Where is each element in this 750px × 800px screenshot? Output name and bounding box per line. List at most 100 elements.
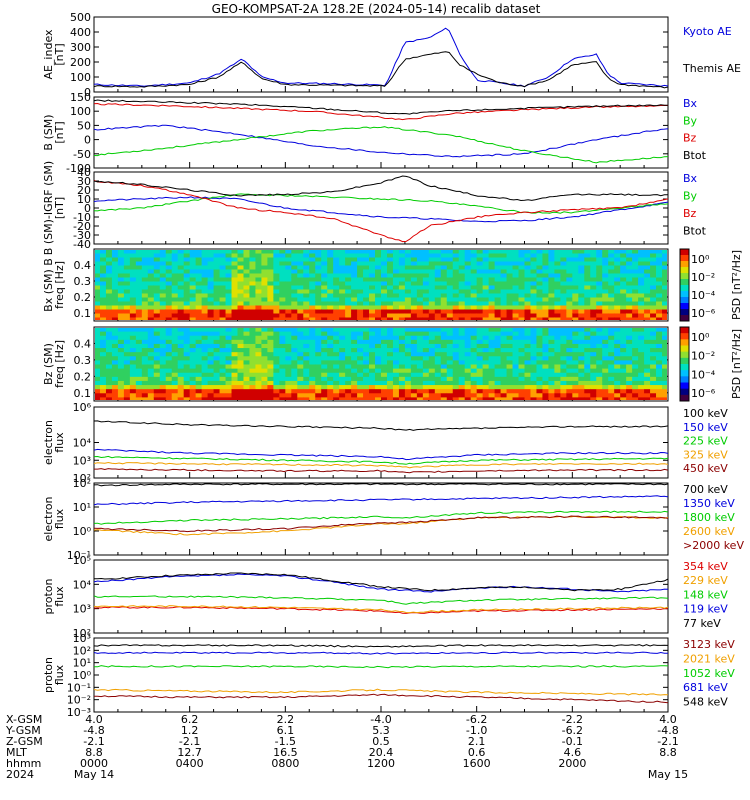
spectrogram-cell bbox=[656, 261, 663, 266]
spectrogram-cell bbox=[554, 273, 561, 278]
spectrogram-cell bbox=[536, 289, 543, 294]
spectrogram-cell bbox=[428, 285, 436, 290]
spectrogram-cell bbox=[458, 396, 466, 400]
spectrogram-cell bbox=[231, 289, 238, 294]
spectrogram-cell bbox=[381, 269, 388, 274]
spectrogram-cell bbox=[566, 347, 573, 353]
spectrogram-cell bbox=[524, 257, 531, 262]
spectrogram-cell bbox=[321, 261, 328, 266]
spectrogram-cell bbox=[111, 301, 119, 306]
spectrogram-cell bbox=[381, 380, 388, 386]
spectrogram-cell bbox=[243, 396, 250, 400]
spectrogram-cell bbox=[369, 250, 376, 254]
spectrogram-cell bbox=[141, 293, 149, 298]
spectrogram-cell bbox=[183, 305, 191, 310]
spectrogram-cell bbox=[111, 309, 119, 314]
spectrogram-cell bbox=[255, 281, 262, 286]
spectrogram-cell bbox=[123, 297, 131, 302]
spectrogram-cell bbox=[141, 328, 149, 332]
spectrogram-cell bbox=[195, 347, 203, 353]
spectrogram-cell bbox=[404, 328, 412, 332]
spectrogram-cell bbox=[99, 305, 107, 310]
spectrogram-cell bbox=[279, 257, 286, 262]
spectrogram-cell bbox=[297, 372, 304, 377]
spectrogram-cell bbox=[345, 250, 352, 254]
spectrogram-cell bbox=[614, 339, 621, 344]
spectrogram-cell bbox=[207, 339, 215, 344]
spectrogram-cell bbox=[488, 250, 496, 254]
spectrogram-cell bbox=[506, 351, 514, 357]
spectrogram-cell bbox=[512, 368, 520, 373]
spectrogram-cell bbox=[584, 273, 591, 278]
spectrogram-cell bbox=[375, 335, 382, 340]
spectrogram-cell bbox=[141, 372, 149, 377]
spectrogram-cell bbox=[482, 384, 490, 390]
spectrogram-cell bbox=[225, 372, 233, 377]
spectrogram-cell bbox=[339, 277, 346, 282]
spectrogram-cell bbox=[482, 253, 490, 258]
spectrogram-cell bbox=[434, 355, 442, 361]
spectrogram-cell bbox=[309, 388, 316, 394]
spectrogram-cell bbox=[626, 335, 633, 340]
spectrogram-cell bbox=[584, 335, 591, 340]
spectrogram-cell bbox=[428, 376, 436, 381]
spectrogram-cell bbox=[159, 269, 167, 274]
spectrogram-cell bbox=[237, 289, 244, 294]
spectrogram-cell bbox=[488, 313, 496, 318]
spectrogram-cell bbox=[351, 372, 358, 377]
spectrogram-cell bbox=[584, 368, 591, 373]
spectrogram-cell bbox=[231, 388, 238, 394]
y-tick-label: 10² bbox=[73, 627, 91, 640]
spectrogram-cell bbox=[321, 301, 328, 306]
spectrogram-cell bbox=[404, 273, 412, 278]
spectrogram-cell bbox=[452, 313, 460, 318]
spectrogram-cell bbox=[632, 265, 639, 270]
spectrogram-cell bbox=[422, 273, 430, 278]
spectrogram-cell bbox=[195, 343, 203, 349]
spectrogram-cell bbox=[536, 339, 543, 344]
spectrogram-cell bbox=[213, 396, 221, 400]
spectrogram-cell bbox=[524, 347, 531, 353]
spectrogram-cell bbox=[500, 313, 508, 318]
spectrogram-cell bbox=[237, 339, 244, 344]
spectrogram-cell bbox=[261, 328, 268, 332]
spectrogram-cell bbox=[327, 396, 334, 400]
spectrogram-cell bbox=[650, 277, 657, 282]
spectrogram-cell bbox=[536, 388, 543, 394]
spectrogram-cell bbox=[309, 309, 316, 314]
spectrogram-cell bbox=[165, 396, 173, 400]
spectrogram-cell bbox=[219, 396, 227, 400]
footer-value: 5.3 bbox=[372, 724, 390, 737]
spectrogram-cell bbox=[171, 351, 179, 357]
spectrogram-cell bbox=[105, 392, 113, 398]
spectrogram-cell bbox=[626, 265, 633, 270]
spectrogram-cell bbox=[303, 305, 310, 310]
spectrogram-cell bbox=[392, 351, 400, 357]
spectrogram-cell bbox=[351, 359, 358, 365]
spectrogram-cell bbox=[476, 328, 484, 332]
spectrogram-cell bbox=[129, 396, 137, 400]
spectrogram-cell bbox=[171, 301, 179, 306]
spectrogram-cell bbox=[249, 250, 256, 254]
spectrogram-cell bbox=[542, 343, 549, 349]
spectrogram-cell bbox=[398, 293, 406, 298]
spectrogram-cell bbox=[536, 364, 543, 369]
spectrogram-cell bbox=[111, 368, 119, 373]
spectrogram-cell bbox=[464, 317, 472, 320]
spectrogram-cell bbox=[404, 281, 412, 286]
spectrogram-cell bbox=[369, 339, 376, 344]
spectrogram-cell bbox=[267, 368, 274, 373]
spectrogram-cell bbox=[105, 343, 113, 349]
spectrogram-cell bbox=[381, 297, 388, 302]
spectrogram-cell bbox=[249, 305, 256, 310]
spectrogram-cell bbox=[147, 265, 155, 270]
spectrogram-cell bbox=[536, 305, 543, 310]
footer-value: 2.2 bbox=[277, 713, 295, 726]
spectrogram-cell bbox=[548, 257, 555, 262]
spectrogram-cell bbox=[369, 305, 376, 310]
spectrogram-cell bbox=[339, 339, 346, 344]
spectrogram-cell bbox=[351, 313, 358, 318]
spectrogram-cell bbox=[141, 301, 149, 306]
spectrogram-cell bbox=[303, 285, 310, 290]
spectrogram-cell bbox=[279, 347, 286, 353]
